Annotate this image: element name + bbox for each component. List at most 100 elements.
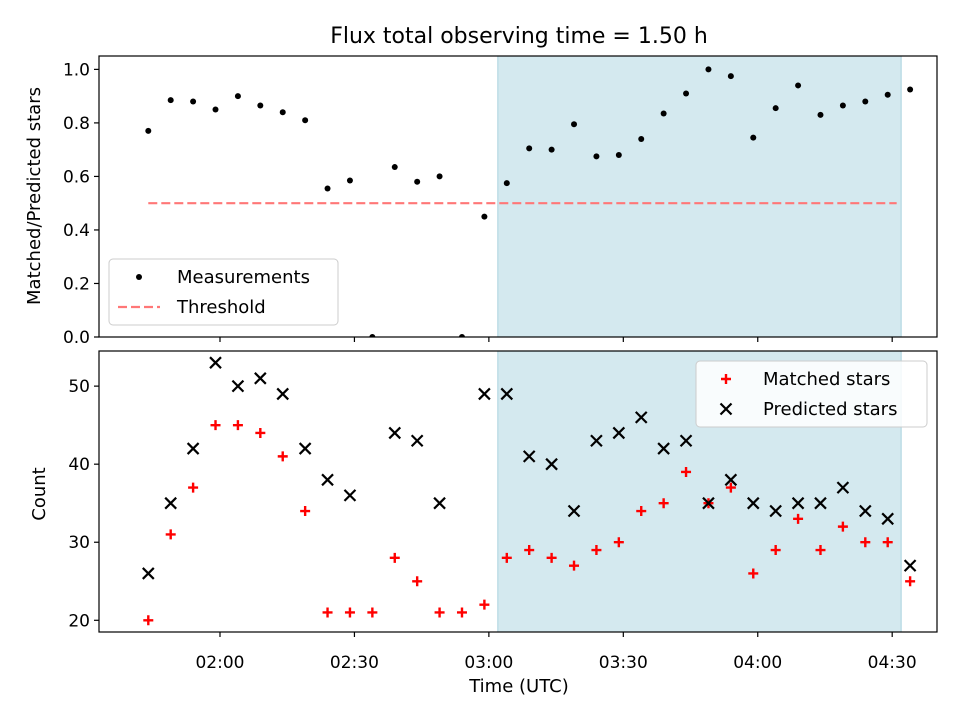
matched-stars-point: [546, 552, 557, 563]
predicted-stars-point: [522, 450, 536, 463]
top-panel-matched-predicted-ratio: 0.0 0.2 0.4 0.6 0.8 1.0 Measurements Threshold: [63, 55, 938, 348]
measurement-point: [346, 177, 353, 184]
predicted-stars-point: [836, 481, 850, 494]
predicted-stars-point: [679, 434, 693, 448]
matched-stars-point: [143, 615, 154, 626]
matched-stars-point: [255, 427, 266, 438]
measurement-point: [862, 98, 869, 105]
bottom-axes-frame: [98, 350, 938, 633]
matched-stars-point: [613, 537, 624, 548]
predicted-stars-point: [634, 411, 648, 424]
predicted-stars-point: [903, 559, 917, 572]
matched-stars-point: [725, 482, 736, 493]
top-shaded-window: [497, 55, 902, 338]
measurement-point: [884, 91, 891, 98]
measurement-point: [683, 90, 690, 97]
matched-stars-point: [367, 607, 378, 618]
x-tick-label: 03:00: [464, 653, 513, 673]
measurement-point: [750, 134, 757, 141]
bottom-legend-box: [695, 360, 928, 428]
x-tick-label: 02:30: [330, 653, 379, 673]
bottom-panel-star-counts: 20 30 40 50 02:00 02:30 03:00 03:30 04:00 04:30 Ma…: [68, 350, 938, 673]
measurement-point: [705, 66, 712, 73]
x-tick-label: 04:30: [868, 653, 917, 673]
matched-stars-point: [479, 599, 490, 610]
measurement-point: [503, 180, 510, 187]
measurement-point: [548, 146, 555, 153]
matched-stars-point: [681, 466, 692, 477]
measurement-point: [234, 93, 241, 100]
measurement-point: [190, 98, 197, 105]
legend-threshold-label: Threshold: [176, 297, 266, 318]
predicted-stars-point: [410, 434, 424, 448]
measurement-point: [257, 102, 264, 109]
predicted-stars-point: [500, 387, 514, 401]
predicted-stars-point: [478, 387, 491, 401]
measurement-point: [167, 97, 174, 104]
predicted-stars-point: [545, 457, 558, 471]
measurement-point: [638, 135, 645, 142]
matched-stars-point: [322, 607, 333, 618]
x-tick-label: 03:30: [599, 653, 648, 673]
predicted-stars-point: [657, 442, 670, 455]
measurement-point: [593, 153, 600, 160]
matched-stars-point: [860, 537, 871, 548]
matched-stars-point: [434, 607, 445, 618]
matched-stars-point: [815, 545, 826, 556]
predicted-stars-point: [276, 387, 290, 401]
legend-predicted-label: Predicted stars: [763, 399, 897, 420]
legend-predicted-marker: [719, 402, 733, 416]
matched-stars-point: [770, 545, 781, 556]
predicted-stars-point: [724, 473, 738, 487]
predicted-stars-point: [433, 496, 446, 510]
matched-stars-point: [524, 545, 535, 556]
measurement-point: [436, 173, 443, 180]
matched-stars-point: [412, 576, 423, 587]
top-y-tick-label: 0.0: [63, 328, 90, 348]
top-y-tick-label: 0.4: [63, 221, 90, 241]
top-axes-frame: [98, 55, 938, 338]
top-y-tick-label: 1.0: [63, 60, 90, 80]
top-y-tick-label: 0.6: [63, 167, 90, 187]
matched-stars-point: [300, 506, 311, 517]
legend-matched-marker: [721, 374, 731, 384]
bottom-legend: Matched stars Predicted stars: [695, 360, 928, 428]
top-legend-box: [108, 258, 339, 326]
top-markers: [145, 66, 914, 337]
predicted-stars-point: [298, 442, 312, 455]
measurement-point: [727, 73, 734, 80]
measurement-point: [302, 117, 309, 124]
measurement-point: [391, 164, 398, 171]
top-y-tick-label: 0.8: [63, 114, 90, 134]
matched-stars-point: [793, 513, 804, 524]
legend-matched-label: Matched stars: [763, 369, 890, 390]
matched-stars-point: [905, 576, 916, 587]
measurement-point: [369, 334, 376, 337]
matched-stars-point: [748, 568, 759, 579]
matched-stars-point: [344, 607, 355, 618]
matched-stars-point: [501, 552, 512, 563]
measurement-point: [615, 152, 622, 159]
matched-stars-point: [210, 420, 221, 431]
bottom-y-axis-label: Count: [29, 467, 50, 520]
bottom-y-tick-label: 30: [68, 533, 90, 553]
measurement-point: [458, 334, 465, 337]
predicted-stars-point: [231, 379, 245, 393]
predicted-stars-point: [590, 434, 603, 448]
x-tick-label: 04:00: [733, 653, 782, 673]
predicted-stars-point: [254, 372, 267, 385]
matched-stars-point: [569, 560, 580, 571]
predicted-stars-point: [612, 426, 626, 440]
measurement-point: [660, 110, 667, 117]
bottom-y-tick-label: 50: [68, 377, 90, 397]
predicted-stars-point: [186, 442, 200, 455]
predicted-stars-point: [702, 496, 715, 510]
bottom-y-tick-label: 40: [68, 455, 90, 475]
predicted-stars-point: [746, 496, 760, 510]
bottom-y-tick-label: 20: [68, 611, 90, 631]
predicted-stars-point: [343, 489, 357, 502]
matched-stars-point: [882, 537, 893, 548]
matched-stars-point: [658, 498, 669, 509]
legend-measurements-label: Measurements: [177, 267, 310, 288]
matched-stars-point: [188, 482, 199, 493]
